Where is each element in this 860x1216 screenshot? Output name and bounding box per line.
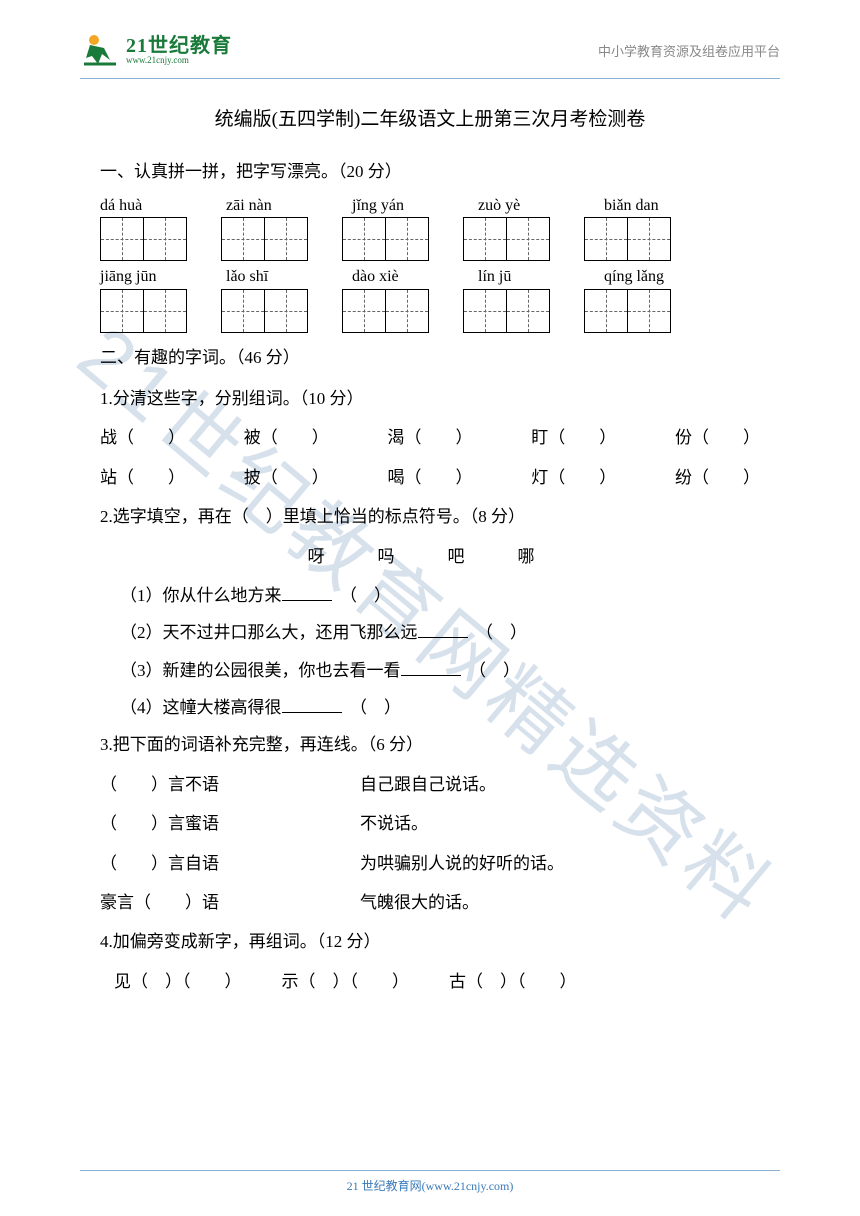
q4-item: 古（ ）（ ） — [449, 963, 577, 1000]
q3-row: 豪言（ ）语 气魄很大的话。 — [100, 884, 760, 921]
section1-head: 一、认真拼一拼，把字写漂亮。（20 分） — [100, 153, 760, 190]
q2-item-4: （4）这幢大楼高得很 （ ） — [100, 689, 760, 726]
q3-row: （ ）言不语 自己跟自己说话。 — [100, 766, 760, 803]
logo-icon — [80, 30, 120, 70]
q4-item: 示（ ）（ ） — [282, 963, 410, 1000]
pinyin: jiāng jūn — [100, 267, 188, 286]
pinyin: zāi nàn — [226, 196, 314, 215]
q4-head: 4.加偏旁变成新字，再组词。（12 分） — [100, 923, 760, 960]
header-subtitle: 中小学教育资源及组卷应用平台 — [598, 41, 780, 60]
q4-item: 见（ ）（ ） — [114, 963, 242, 1000]
q3-row: （ ）言蜜语 不说话。 — [100, 805, 760, 842]
q1-item: 灯（ ） — [531, 459, 616, 496]
q4-row: 见（ ）（ ） 示（ ）（ ） 古（ ）（ ） — [100, 963, 760, 1000]
pinyin: dào xiè — [352, 267, 440, 286]
pinyin-row-1: dá huà zāi nàn jǐng yán zuò yè biǎn dan — [100, 196, 760, 215]
q1-item: 战（ ） — [100, 419, 185, 456]
q1-item: 披（ ） — [244, 459, 329, 496]
q1-item: 纷（ ） — [675, 459, 760, 496]
q3-row: （ ）言自语 为哄骗别人说的好听的话。 — [100, 845, 760, 882]
q1-item: 份（ ） — [675, 419, 760, 456]
q2-item-3: （3）新建的公园很美，你也去看一看 （ ） — [100, 652, 760, 689]
page-header: 21世纪教育 www.21cnjy.com 中小学教育资源及组卷应用平台 — [0, 0, 860, 78]
q2-head: 2.选字填空，再在（ ）里填上恰当的标点符号。（8 分） — [100, 498, 760, 535]
q1-line2: 站（ ） 披（ ） 喝（ ） 灯（ ） 纷（ ） — [100, 459, 760, 496]
pinyin: qíng lǎng — [604, 267, 692, 286]
logo-text-cn: 21世纪教育 — [126, 36, 232, 56]
q1-item: 被（ ） — [244, 419, 329, 456]
boxes-row-1 — [100, 217, 760, 261]
logo: 21世纪教育 www.21cnjy.com — [80, 30, 232, 70]
exam-title: 统编版(五四学制)二年级语文上册第三次月考检测卷 — [100, 99, 760, 141]
boxes-row-2 — [100, 289, 760, 333]
q2-options: 呀 吗 吧 哪 — [100, 538, 760, 575]
section2-head: 二、有趣的字词。（46 分） — [100, 339, 760, 376]
logo-text-url: www.21cnjy.com — [126, 56, 232, 65]
content: 统编版(五四学制)二年级语文上册第三次月考检测卷 一、认真拼一拼，把字写漂亮。（… — [0, 99, 860, 1000]
q1-item: 渴（ ） — [388, 419, 473, 456]
q1-head: 1.分清这些字，分别组词。（10 分） — [100, 380, 760, 417]
q1-item: 喝（ ） — [388, 459, 473, 496]
q2-item-2: （2）天不过井口那么大，还用飞那么远 （ ） — [100, 614, 760, 651]
pinyin: lín jū — [478, 267, 566, 286]
pinyin-row-2: jiāng jūn lǎo shī dào xiè lín jū qíng lǎ… — [100, 267, 760, 286]
q1-line1: 战（ ） 被（ ） 渴（ ） 盯（ ） 份（ ） — [100, 419, 760, 456]
pinyin: biǎn dan — [604, 196, 692, 215]
pinyin: lǎo shī — [226, 267, 314, 286]
header-divider — [80, 78, 780, 79]
q1-item: 站（ ） — [100, 459, 185, 496]
q3-head: 3.把下面的词语补充完整，再连线。（6 分） — [100, 726, 760, 763]
pinyin: jǐng yán — [352, 196, 440, 215]
q2-item-1: （1）你从什么地方来 （ ） — [100, 577, 760, 614]
page-footer: 21 世纪教育网(www.21cnjy.com) — [80, 1170, 780, 1194]
pinyin: dá huà — [100, 196, 188, 215]
q1-item: 盯（ ） — [531, 419, 616, 456]
pinyin: zuò yè — [478, 196, 566, 215]
